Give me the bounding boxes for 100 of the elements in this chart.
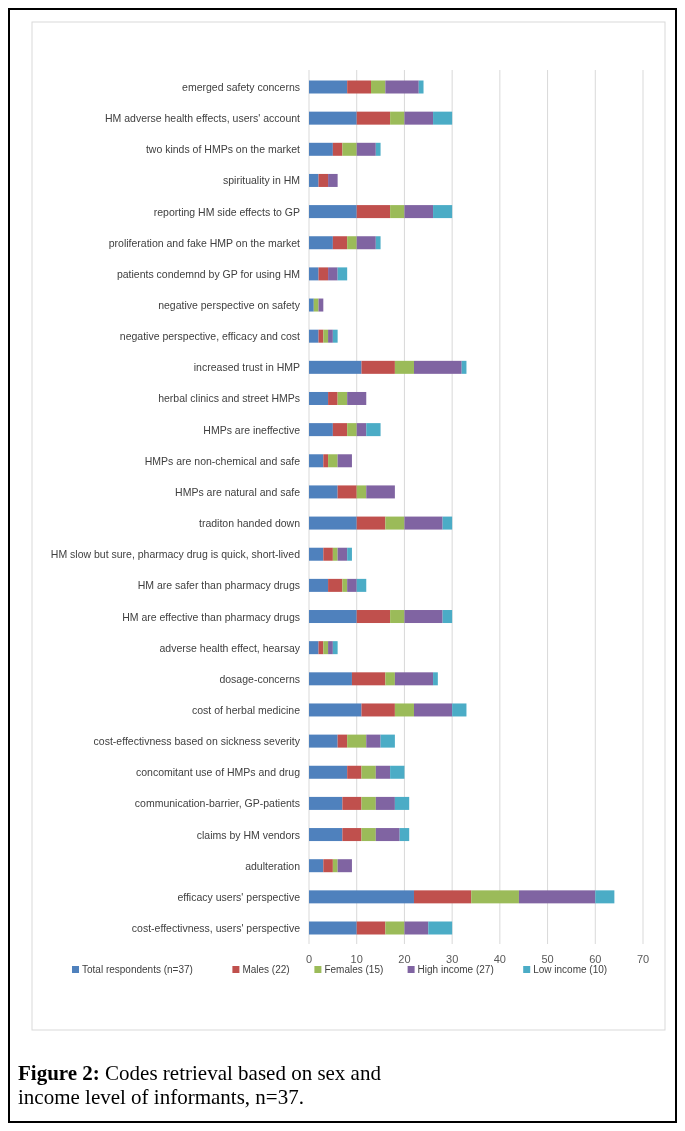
bar: [309, 485, 338, 499]
bar: [309, 236, 333, 250]
bar: [356, 610, 391, 624]
bar: [328, 454, 338, 468]
y-tick-label: traditon handed down: [199, 517, 301, 530]
caption: Figure 2: Codes retrieval based on sex and income level of informants, n=37.: [18, 1061, 382, 1109]
y-tick-label: patients condemnd by GP for using HM: [116, 267, 300, 280]
bar: [309, 267, 319, 281]
bar: [366, 423, 381, 437]
bar: [356, 142, 376, 156]
bar: [309, 454, 324, 468]
bar: [390, 205, 405, 219]
bar: [309, 205, 357, 219]
bar: [404, 610, 443, 624]
bar: [390, 610, 405, 624]
bar: [328, 578, 343, 592]
bar: [309, 672, 352, 686]
y-tick-label: increased trust in HMP: [193, 361, 300, 374]
bar: [390, 111, 405, 125]
bar: [390, 765, 405, 779]
bar: [328, 267, 338, 281]
bar: [309, 80, 348, 94]
bar: [428, 921, 453, 935]
y-tick-label: claims by HM vendors: [196, 828, 300, 841]
bar: [356, 205, 391, 219]
legend-label: Males (22): [242, 964, 290, 975]
bar: [433, 111, 453, 125]
bar: [309, 360, 362, 374]
bar: [418, 80, 424, 94]
bar: [361, 765, 376, 779]
bar: [394, 360, 414, 374]
y-tick-label: cost-effectivness based on sickness severity: [93, 735, 301, 748]
bar: [347, 423, 357, 437]
bar: [413, 703, 453, 717]
bar: [347, 236, 357, 250]
bar: [433, 205, 453, 219]
bar: [323, 454, 329, 468]
bar: [309, 890, 414, 904]
bar: [328, 173, 338, 187]
y-tick-label: efficacy users' perspective: [177, 890, 301, 903]
bar: [323, 547, 333, 561]
bar: [380, 734, 395, 748]
bar: [385, 921, 405, 935]
bar: [342, 796, 362, 810]
bar: [356, 516, 386, 530]
bar: [309, 173, 319, 187]
bar: [323, 329, 329, 343]
bar: [375, 142, 381, 156]
bar: [347, 765, 362, 779]
bar: [318, 173, 329, 187]
bar: [309, 423, 333, 437]
x-tick-label: 10: [350, 953, 363, 965]
bar: [309, 641, 319, 655]
y-tick-label: HM slow but sure, pharmacy drug is quick, short-lived: [50, 548, 301, 561]
bar: [404, 516, 443, 530]
bar: [332, 641, 338, 655]
bar: [309, 828, 343, 842]
bar: [318, 267, 329, 281]
bar: [309, 142, 333, 156]
bar: [332, 547, 338, 561]
bar: [366, 485, 395, 499]
bar: [442, 516, 453, 530]
bar: [309, 734, 338, 748]
bar: [361, 360, 395, 374]
y-tick-label: adverse health effect, hearsay: [159, 641, 301, 654]
bar: [309, 859, 324, 873]
y-tick-label: adulteration: [245, 859, 301, 872]
bar: [342, 578, 348, 592]
x-tick-label: 30: [446, 953, 459, 965]
bar: [337, 485, 357, 499]
bar: [385, 672, 395, 686]
bar: [347, 734, 367, 748]
y-tick-label: herbal clinics and street HMPs: [158, 392, 300, 405]
bar: [394, 796, 410, 810]
bar: [371, 80, 386, 94]
bar: [442, 610, 453, 624]
bar: [356, 578, 367, 592]
bar: [452, 703, 467, 717]
y-tick-label: HMPs are ineffective: [203, 423, 301, 436]
bar: [309, 111, 357, 125]
bar: [342, 828, 362, 842]
y-tick-label: proliferation and fake HMP on the market: [108, 236, 301, 249]
y-tick-label: communication-barrier, GP-patients: [134, 797, 300, 810]
bar: [404, 205, 434, 219]
x-tick-label: 20: [398, 953, 411, 965]
bar: [309, 391, 329, 405]
bar: [337, 859, 352, 873]
y-tick-label: spirituality in HM: [222, 174, 300, 187]
x-tick-label: 70: [636, 953, 650, 965]
y-tick-label: negative perspective, efficacy and cost: [119, 330, 301, 343]
bar: [309, 921, 357, 935]
bar: [332, 423, 348, 437]
bar: [413, 360, 462, 374]
bar: [347, 547, 352, 561]
bar: [309, 796, 343, 810]
bar: [309, 298, 314, 312]
y-tick-label: HMPs are non-chemical and safe: [144, 454, 301, 467]
y-tick-label: cost of herbal medicine: [192, 703, 301, 716]
bar: [394, 672, 434, 686]
bar: [337, 267, 348, 281]
